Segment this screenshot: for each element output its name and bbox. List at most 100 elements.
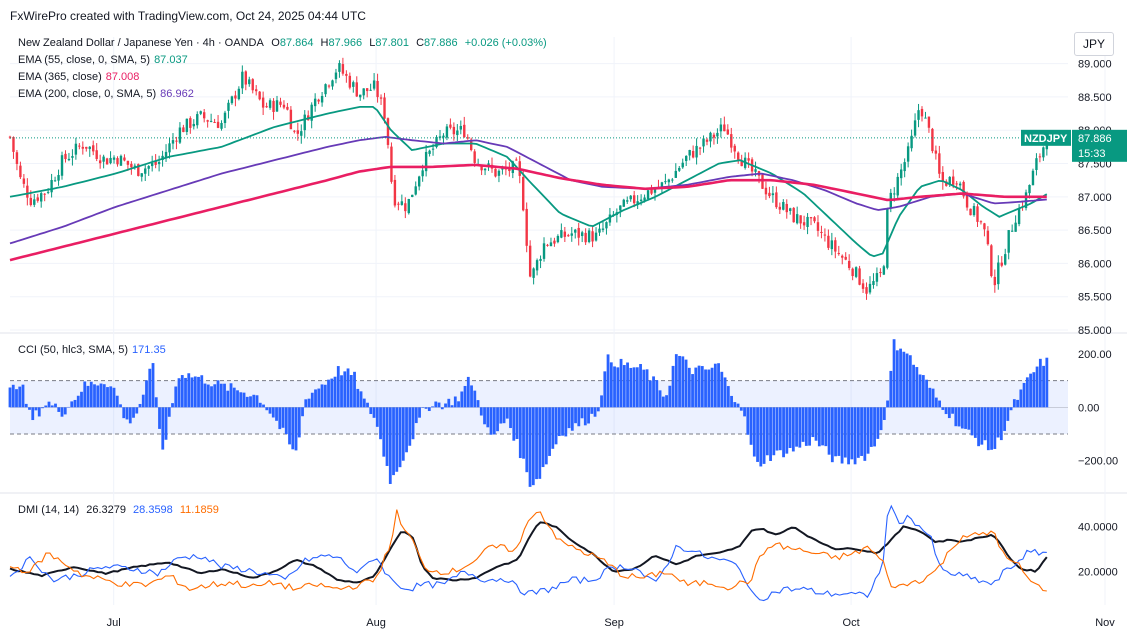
cci-bar	[860, 407, 863, 456]
candle-body	[438, 136, 442, 138]
cci-bar	[525, 407, 529, 473]
price-axis-tick-label: 86.000	[1078, 258, 1112, 270]
candle-body	[691, 150, 695, 158]
cci-bar	[219, 383, 223, 408]
candle-body	[879, 271, 882, 274]
candle-body	[296, 130, 300, 134]
cci-bar	[847, 407, 850, 465]
ema365-legend[interactable]: EMA (365, close) 87.008	[18, 71, 139, 83]
cci-bar	[154, 397, 158, 408]
cci-bar	[106, 387, 109, 408]
candle-body	[549, 242, 553, 247]
candle-body	[112, 157, 116, 160]
candle-body	[379, 97, 383, 99]
price-change: +0.026 (+0.03%)	[464, 37, 547, 49]
cci-bar	[778, 407, 782, 451]
cci-legend[interactable]: CCI (50, hlc3, SMA, 5) 171.35	[18, 344, 166, 356]
symbol-title[interactable]: New Zealand Dollar / Japanese Yen · 4h ·…	[18, 37, 264, 49]
price-badge-value: 87.886	[1078, 133, 1112, 145]
cci-bar	[47, 401, 51, 408]
ema200-legend[interactable]: EMA (200, close, 0, SMA, 5) 86.962	[18, 88, 194, 100]
candle-body	[764, 187, 768, 195]
candle-body	[695, 145, 698, 158]
candle-body	[716, 132, 719, 137]
candle-body	[584, 232, 587, 243]
cci-bar	[112, 387, 116, 408]
cci-bar	[951, 407, 954, 414]
candle-body	[601, 228, 605, 230]
candle-body	[133, 165, 137, 167]
candle-body	[844, 256, 847, 260]
cci-bar	[1003, 407, 1006, 431]
candle-body	[629, 195, 632, 200]
cci-bar	[824, 407, 828, 447]
candle-body	[282, 104, 286, 108]
candle-body	[185, 118, 189, 132]
candle-body	[681, 162, 684, 168]
cci-bar	[655, 380, 659, 408]
cci-bar	[645, 369, 649, 408]
candle-body	[78, 145, 81, 147]
candle-body	[990, 245, 993, 277]
chart-canvas[interactable]: 89.00088.50088.00087.50087.00086.50086.0…	[0, 30, 1127, 637]
cci-bar	[973, 407, 977, 438]
cci-bar	[434, 401, 438, 408]
candle-body	[906, 146, 910, 162]
candle-body	[171, 140, 175, 144]
candle-body	[622, 199, 625, 207]
cci-bar	[1006, 407, 1010, 421]
symbol-badge	[1021, 129, 1071, 146]
cci-bar	[639, 364, 642, 408]
candle-body	[12, 137, 15, 152]
candle-body	[98, 160, 102, 164]
candle-body	[705, 139, 709, 142]
cci-bar	[827, 407, 831, 455]
cci-bar	[89, 381, 93, 408]
candle-body	[910, 135, 913, 149]
candle-body	[709, 132, 712, 142]
cci-bar	[349, 375, 353, 408]
candle-body	[102, 156, 105, 162]
cci-bar	[408, 407, 412, 446]
candle-body	[532, 268, 535, 278]
cci-bar	[879, 407, 883, 431]
dmi-legend[interactable]: DMI (14, 14) 26.3279 28.3598 11.1859	[18, 504, 219, 516]
candle-body	[508, 168, 511, 172]
cci-bar	[73, 399, 77, 408]
cci-bar	[587, 407, 590, 424]
ema55-legend[interactable]: EMA (55, close, 0, SMA, 5) 87.037	[18, 54, 188, 66]
cci-bar	[190, 377, 194, 408]
cci-bar	[522, 407, 525, 459]
cci-bar	[1022, 382, 1026, 408]
cci-bar	[122, 407, 126, 419]
candle-body	[660, 182, 664, 187]
cci-bar	[151, 363, 155, 408]
cci-bar	[18, 386, 22, 408]
cci-bar	[938, 400, 941, 408]
cci-axis-tick-label: 200.00	[1078, 349, 1112, 361]
cci-bar	[41, 407, 44, 409]
cci-bar	[882, 407, 886, 420]
cci-bar	[999, 407, 1003, 441]
candle-body	[809, 217, 813, 219]
cci-bar	[941, 407, 945, 410]
candle-body	[903, 162, 906, 172]
cci-bar	[34, 407, 38, 411]
cci-bar	[616, 367, 620, 408]
dmi-line	[9, 521, 1048, 584]
candle-body	[674, 170, 677, 178]
candle-body	[882, 266, 886, 275]
candle-body	[899, 169, 903, 179]
currency-button[interactable]: JPY	[1074, 32, 1114, 56]
candle-body	[442, 135, 445, 138]
cci-bar	[392, 407, 395, 476]
dmi-adx-value: 26.3279	[86, 504, 126, 516]
candle-body	[1017, 208, 1021, 225]
candle-body	[126, 160, 130, 165]
candle-body	[917, 110, 920, 120]
cci-bar	[479, 407, 483, 416]
cci-bar	[145, 380, 148, 408]
cci-bar	[158, 407, 161, 429]
cci-bar	[37, 407, 41, 417]
candle-body	[667, 179, 671, 183]
